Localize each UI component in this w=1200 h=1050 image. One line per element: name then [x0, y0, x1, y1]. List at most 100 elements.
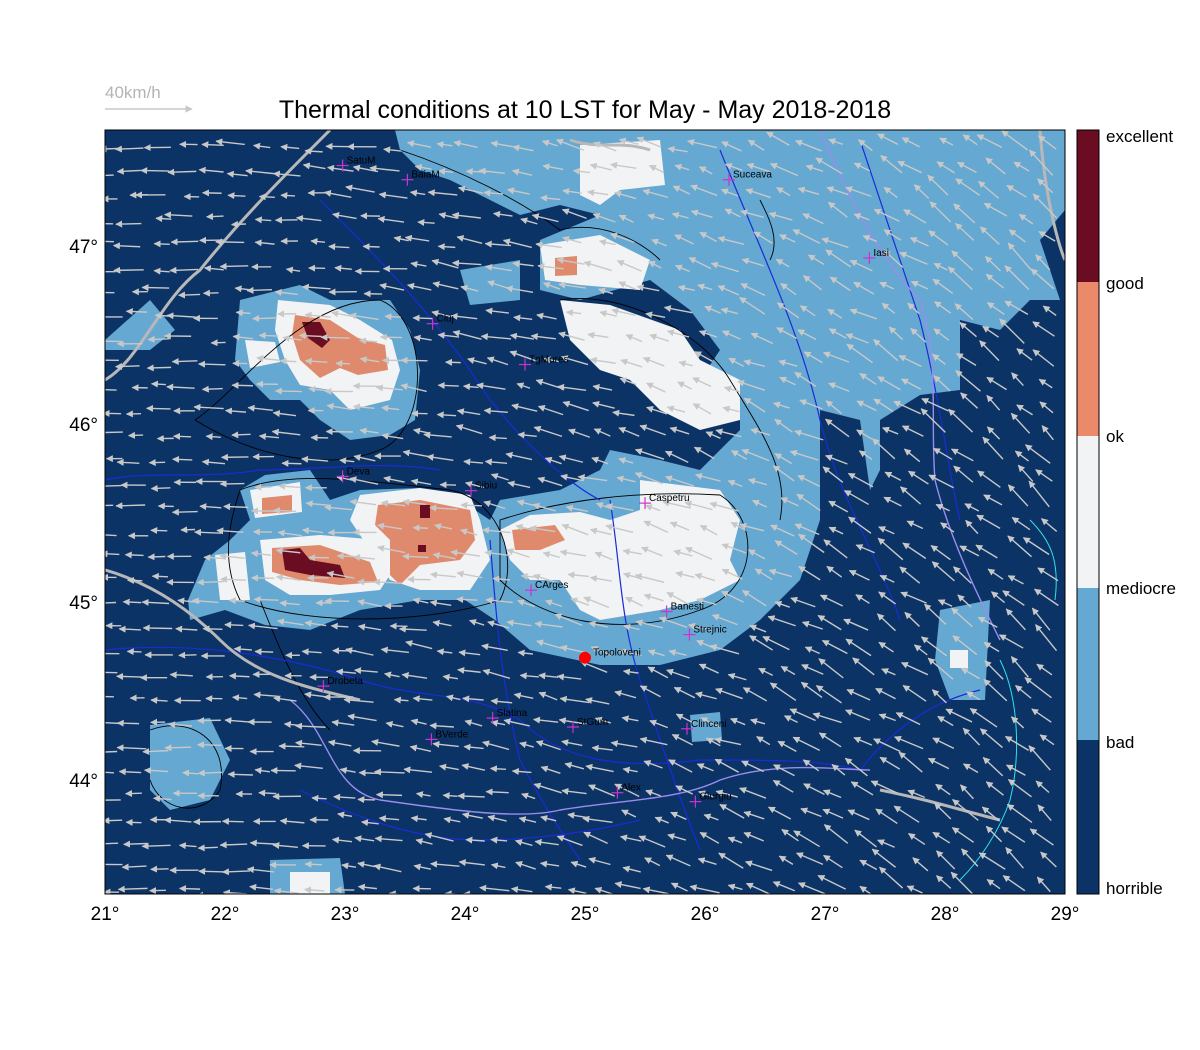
wind-scale-label: 40km/h	[105, 83, 161, 102]
wind-arrow	[933, 375, 951, 392]
wind-arrow	[873, 208, 900, 222]
wind-arrow	[727, 479, 743, 488]
wind-arrow	[105, 817, 123, 825]
wind-arrow	[331, 836, 353, 844]
wind-arrow	[878, 526, 895, 535]
wind-arrow	[410, 478, 432, 486]
city-label: Strejnic	[693, 625, 726, 636]
wind-arrow	[170, 238, 199, 246]
wind-arrow	[634, 573, 665, 583]
wind-arrow	[849, 308, 877, 320]
wind-arrow	[961, 848, 979, 867]
wind-arrow	[354, 835, 375, 843]
wind-arrow	[178, 842, 197, 850]
wind-arrow	[1039, 401, 1054, 414]
wind-arrow	[478, 167, 505, 175]
wind-arrow	[146, 404, 171, 412]
wind-arrow	[828, 138, 843, 145]
wind-arrow	[588, 784, 615, 797]
wind-arrow	[215, 238, 245, 246]
wind-arrow	[845, 333, 869, 344]
wind-arrow	[933, 262, 948, 271]
wind-arrow	[822, 789, 842, 799]
wind-arrow	[634, 448, 665, 460]
wind-arrow	[881, 668, 896, 676]
wind-arrow	[845, 638, 872, 657]
wind-arrow	[231, 381, 254, 389]
wind-arrow	[947, 266, 973, 290]
wind-arrow	[986, 426, 1001, 440]
wind-arrow	[302, 162, 326, 170]
wind-arrow	[618, 427, 640, 437]
wind-arrow	[360, 819, 379, 827]
wind-arrow	[848, 569, 870, 581]
wind-arrow	[745, 188, 772, 199]
wind-arrow	[783, 715, 798, 724]
wind-arrow	[105, 389, 117, 391]
wind-arrow	[709, 501, 739, 512]
wind-arrow	[199, 503, 222, 511]
wind-arrow	[774, 453, 793, 465]
wind-arrow	[1035, 469, 1053, 482]
wind-arrow	[984, 255, 1001, 272]
wind-arrow	[254, 239, 275, 247]
city-label: SatuM	[347, 156, 376, 167]
wind-arrow	[703, 813, 719, 821]
cb-bad	[1077, 740, 1099, 894]
lon-tick: 25°	[571, 904, 600, 925]
wind-arrow	[281, 459, 302, 467]
wind-arrow	[490, 836, 508, 844]
wind-arrow	[405, 640, 433, 650]
wind-arrow	[647, 213, 664, 221]
wind-arrow	[675, 785, 694, 795]
lat-tick: 44°	[69, 771, 98, 792]
wind-arrow	[823, 824, 849, 844]
wind-arrow	[354, 667, 378, 675]
wind-arrow	[644, 857, 661, 867]
wind-arrow	[960, 667, 980, 680]
wind-arrow	[715, 789, 738, 798]
wind-arrow	[544, 456, 562, 465]
wind-arrow	[427, 189, 458, 197]
wind-arrows	[105, 130, 1059, 894]
wind-arrow	[457, 666, 481, 674]
wind-arrow	[930, 545, 951, 561]
wind-arrow	[402, 552, 429, 560]
wind-arrow	[880, 155, 903, 174]
wind-arrow	[762, 635, 790, 651]
wind-arrow	[339, 767, 356, 774]
wind-arrow	[533, 425, 563, 438]
city-label: BaiaM	[411, 170, 439, 181]
city-label: Caspetru	[649, 493, 690, 504]
wind-arrow	[688, 257, 712, 270]
wind-arrow	[279, 599, 300, 607]
wind-arrow	[693, 446, 715, 460]
wind-arrow	[901, 137, 920, 148]
wind-arrow	[357, 623, 382, 631]
wind-arrow	[201, 385, 223, 393]
wind-arrow	[484, 458, 508, 466]
wind-arrow	[611, 307, 636, 317]
wind-arrow	[1037, 567, 1059, 582]
wind-arrow	[198, 867, 226, 875]
wind-arrow	[768, 211, 793, 221]
wind-arrow	[927, 174, 949, 196]
city-marker: Giurgiu	[689, 792, 732, 808]
wind-arrow	[654, 816, 669, 824]
wind-arrow	[927, 657, 954, 680]
wind-arrow	[385, 720, 404, 728]
wind-arrow	[436, 141, 453, 149]
wind-arrow	[962, 727, 981, 746]
wind-arrow	[540, 765, 561, 775]
wind-arrow	[512, 260, 534, 268]
wind-arrow	[990, 591, 1006, 604]
wind-arrow	[567, 887, 587, 894]
wind-arrow	[352, 554, 375, 562]
wind-arrow	[554, 613, 583, 626]
wind-arrow	[1030, 268, 1055, 290]
wind-arrow	[224, 717, 252, 725]
wind-arrow	[105, 171, 114, 179]
wind-arrow	[561, 787, 587, 795]
wind-arrow	[819, 594, 844, 607]
wind-arrow	[781, 828, 799, 842]
